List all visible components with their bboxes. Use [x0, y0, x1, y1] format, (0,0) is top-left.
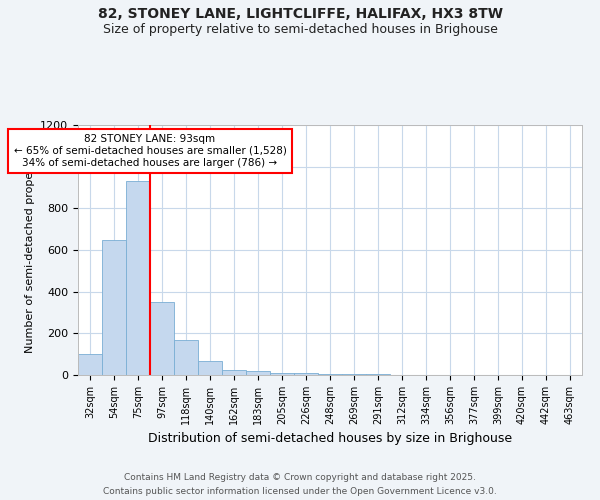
X-axis label: Distribution of semi-detached houses by size in Brighouse: Distribution of semi-detached houses by … [148, 432, 512, 446]
Text: Contains HM Land Registry data © Crown copyright and database right 2025.: Contains HM Land Registry data © Crown c… [124, 472, 476, 482]
Text: Contains public sector information licensed under the Open Government Licence v3: Contains public sector information licen… [103, 488, 497, 496]
Bar [222, 370, 246, 375]
Bar [198, 362, 222, 375]
Bar [174, 340, 198, 375]
Bar [246, 371, 270, 375]
Bar [150, 302, 174, 375]
Text: 82, STONEY LANE, LIGHTCLIFFE, HALIFAX, HX3 8TW: 82, STONEY LANE, LIGHTCLIFFE, HALIFAX, H… [97, 8, 503, 22]
Text: Size of property relative to semi-detached houses in Brighouse: Size of property relative to semi-detach… [103, 22, 497, 36]
Bar [102, 240, 126, 375]
Bar [270, 372, 294, 375]
Bar [126, 181, 150, 375]
Bar [342, 374, 366, 375]
Bar [78, 354, 102, 375]
Bar [318, 374, 342, 375]
Bar [294, 372, 318, 375]
Text: 82 STONEY LANE: 93sqm
← 65% of semi-detached houses are smaller (1,528)
34% of s: 82 STONEY LANE: 93sqm ← 65% of semi-deta… [14, 134, 286, 168]
Y-axis label: Number of semi-detached properties: Number of semi-detached properties [25, 147, 35, 353]
Bar [366, 374, 390, 375]
